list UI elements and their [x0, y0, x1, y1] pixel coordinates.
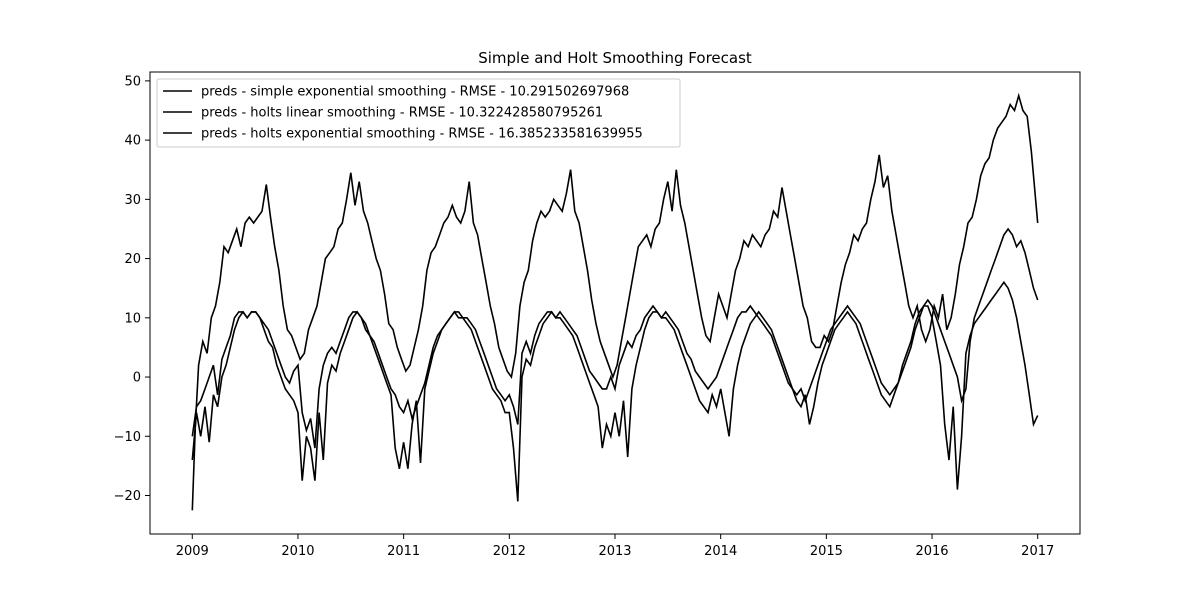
x-tick-label: 2015 [810, 544, 843, 559]
series-line-1 [191, 92, 1039, 511]
y-tick-label: −20 [114, 489, 141, 504]
chart-title: Simple and Holt Smoothing Forecast [478, 49, 752, 67]
series-layer [191, 92, 1039, 511]
legend-frame [156, 78, 681, 148]
x-tick-label: 2017 [1021, 544, 1054, 559]
x-tick-label: 2014 [704, 544, 737, 559]
y-tick-label: 50 [124, 74, 141, 89]
x-tick-label: 2012 [493, 544, 526, 559]
y-tick-label: −10 [114, 430, 141, 445]
x-tick-label: 2013 [598, 544, 631, 559]
y-tick-label: 30 [124, 193, 141, 208]
series-line-3 [191, 280, 1039, 502]
legend-label-1: preds - simple exponential smoothing - R… [201, 85, 629, 100]
y-tick-label: 40 [124, 134, 141, 149]
legend-label-2: preds - holts linear smoothing - RMSE - … [201, 106, 603, 121]
y-tick-label: 20 [124, 252, 141, 267]
y-axis: −20 −10 0 10 20 30 40 50 [114, 74, 150, 504]
x-tick-label: 2009 [176, 544, 209, 559]
x-tick-label: 2010 [281, 544, 314, 559]
y-tick-label: 0 [133, 371, 141, 386]
y-tick-label: 10 [124, 311, 141, 326]
legend: preds - simple exponential smoothing - R… [156, 78, 681, 148]
x-tick-label: 2016 [915, 544, 948, 559]
legend-label-3: preds - holts exponential smoothing - RM… [201, 127, 643, 142]
x-tick-label: 2011 [387, 544, 420, 559]
x-axis: 2009 2010 2011 2012 2013 2014 2015 2016 2017 [176, 534, 1054, 559]
